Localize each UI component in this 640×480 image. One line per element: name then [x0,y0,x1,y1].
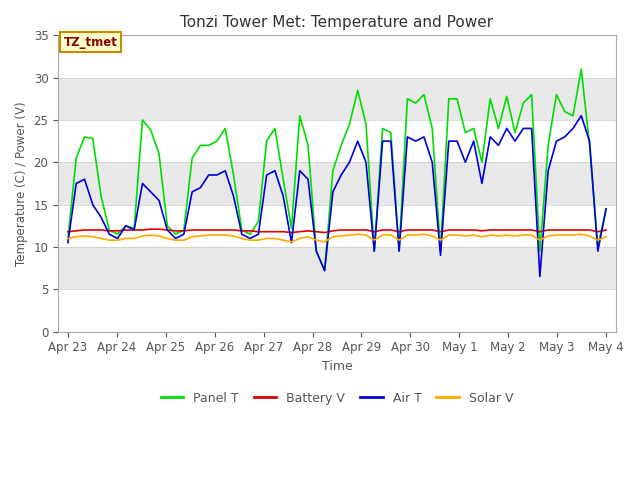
Bar [58,78,616,120]
Battery V [321,229,328,235]
Solar V [312,237,320,243]
Solar V [304,234,312,240]
Title: Tonzi Tower Met: Temperature and Power: Tonzi Tower Met: Temperature and Power [180,15,493,30]
Air T [296,168,303,174]
Solar V [287,239,295,245]
Bar [58,120,616,162]
Panel T [495,126,502,132]
Panel T [196,143,204,148]
Battery V [147,226,155,232]
Battery V [287,229,295,235]
Bar [58,247,616,289]
Bar [58,289,616,332]
Line: Battery V: Battery V [68,229,606,232]
Air T [577,113,585,119]
Panel T [296,113,303,119]
Bar [58,162,616,204]
Solar V [602,234,610,240]
Panel T [230,172,237,178]
Text: TZ_tmet: TZ_tmet [64,36,118,48]
Battery V [205,227,212,233]
Line: Panel T: Panel T [68,69,606,271]
Panel T [321,268,328,274]
Panel T [577,66,585,72]
Solar V [106,237,113,243]
Air T [106,231,113,237]
Solar V [230,233,237,239]
Bar [58,204,616,247]
Air T [602,206,610,212]
Panel T [304,143,312,148]
Panel T [106,227,113,233]
X-axis label: Time: Time [322,360,353,373]
Battery V [64,229,72,235]
Air T [230,193,237,199]
Battery V [106,228,113,234]
Battery V [602,227,610,233]
Solar V [354,231,362,237]
Solar V [64,236,72,241]
Air T [64,240,72,246]
Panel T [64,236,72,241]
Y-axis label: Temperature (C) / Power (V): Temperature (C) / Power (V) [15,101,28,266]
Battery V [312,229,320,235]
Legend: Panel T, Battery V, Air T, Solar V: Panel T, Battery V, Air T, Solar V [156,387,518,410]
Air T [486,134,494,140]
Air T [536,274,544,279]
Air T [304,176,312,182]
Line: Solar V: Solar V [68,234,606,242]
Panel T [602,206,610,212]
Battery V [503,227,511,233]
Solar V [196,233,204,239]
Line: Air T: Air T [68,116,606,276]
Solar V [503,232,511,238]
Air T [196,185,204,191]
Battery V [238,228,246,234]
Bar [58,36,616,78]
